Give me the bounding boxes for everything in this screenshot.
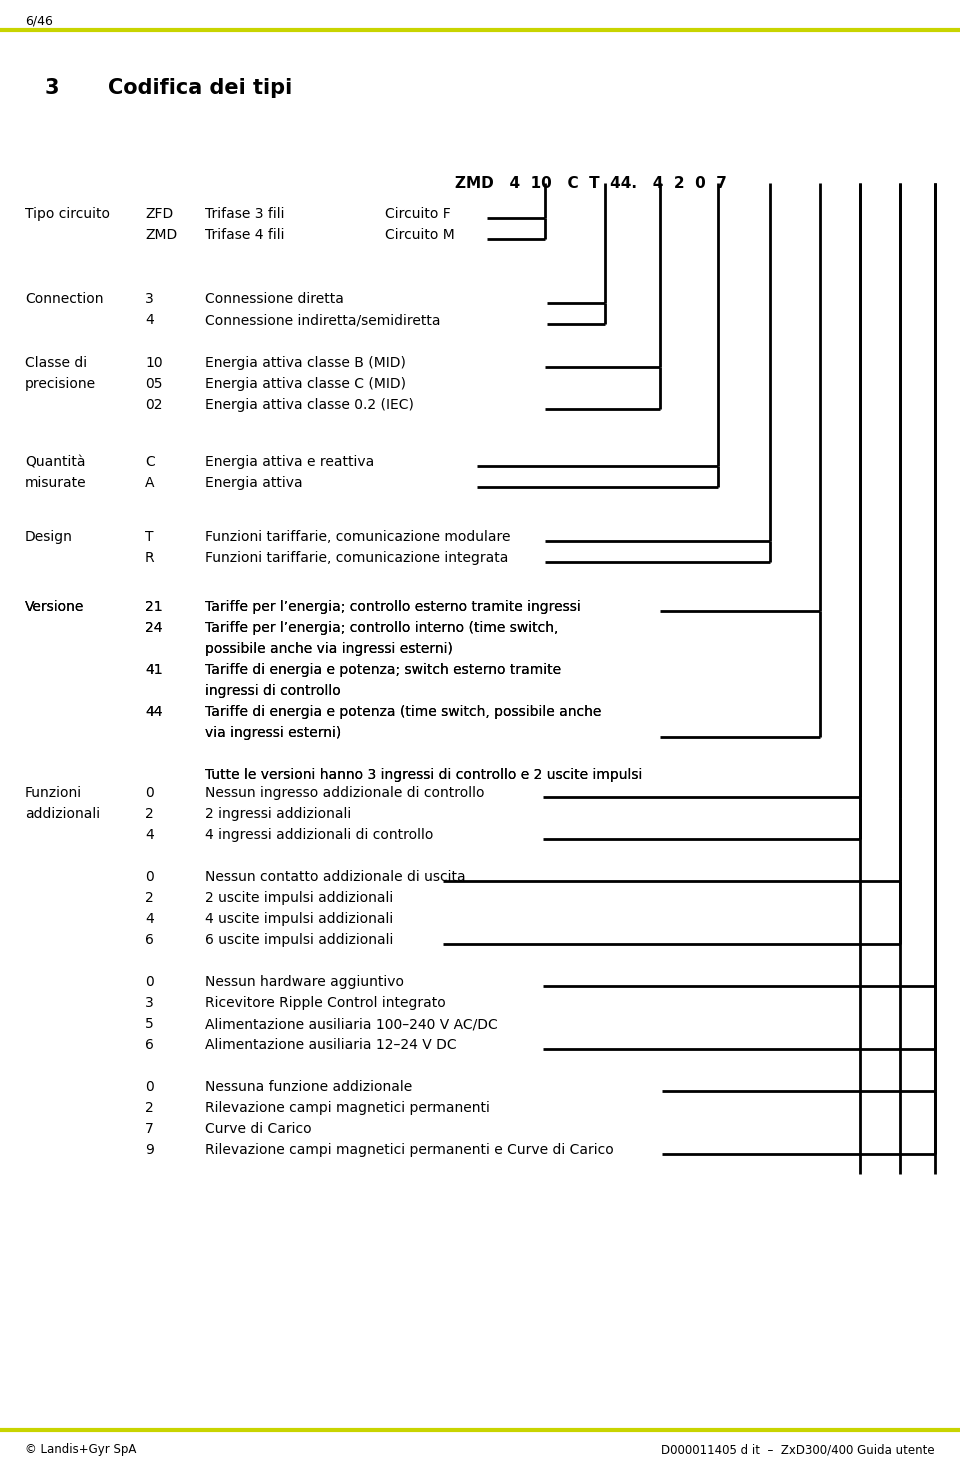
Text: Energia attiva classe C (MID): Energia attiva classe C (MID) [205,378,406,391]
Text: 3: 3 [145,292,154,305]
Text: Tariffe di energia e potenza (time switch, possibile anche: Tariffe di energia e potenza (time switc… [205,705,601,718]
Text: addizionali: addizionali [25,807,100,822]
Text: Circuito F: Circuito F [385,207,451,221]
Text: Trifase 4 fili: Trifase 4 fili [205,229,284,242]
Text: Trifase 3 fili: Trifase 3 fili [205,207,284,221]
Text: © Landis+Gyr SpA: © Landis+Gyr SpA [25,1444,136,1456]
Text: Nessun ingresso addizionale di controllo: Nessun ingresso addizionale di controllo [205,786,485,799]
Text: R: R [145,552,155,565]
Text: Connessione indiretta/semidiretta: Connessione indiretta/semidiretta [205,313,441,327]
Text: Versione: Versione [25,600,84,614]
Text: Tariffe di energia e potenza (time switch, possibile anche: Tariffe di energia e potenza (time switc… [205,705,601,718]
Text: ZFD: ZFD [145,207,173,221]
Text: via ingressi esterni): via ingressi esterni) [205,726,341,740]
Text: ingressi di controllo: ingressi di controllo [205,684,341,698]
Text: ZMD   4  10   C  T  44.   4  2  0  7: ZMD 4 10 C T 44. 4 2 0 7 [455,176,727,190]
Text: 7: 7 [145,1122,154,1136]
Text: T: T [145,530,154,544]
Text: 2 ingressi addizionali: 2 ingressi addizionali [205,807,351,822]
Text: Tariffe di energia e potenza; switch esterno tramite: Tariffe di energia e potenza; switch est… [205,662,562,677]
Text: 24: 24 [145,621,162,636]
Text: Tariffe di energia e potenza; switch esterno tramite: Tariffe di energia e potenza; switch est… [205,662,562,677]
Text: Rilevazione campi magnetici permanenti e Curve di Carico: Rilevazione campi magnetici permanenti e… [205,1143,613,1156]
Text: Curve di Carico: Curve di Carico [205,1122,312,1136]
Text: Funzioni tariffarie, comunicazione modulare: Funzioni tariffarie, comunicazione modul… [205,530,511,544]
Text: Tipo circuito: Tipo circuito [25,207,110,221]
Text: ingressi di controllo: ingressi di controllo [205,684,341,698]
Text: Connessione diretta: Connessione diretta [205,292,344,305]
Text: Nessuna funzione addizionale: Nessuna funzione addizionale [205,1080,412,1094]
Text: 6 uscite impulsi addizionali: 6 uscite impulsi addizionali [205,934,394,947]
Text: 4: 4 [145,912,154,926]
Text: 6: 6 [145,1038,154,1052]
Text: 44: 44 [145,705,162,718]
Text: 44: 44 [145,705,162,718]
Text: Energia attiva classe 0.2 (IEC): Energia attiva classe 0.2 (IEC) [205,398,414,412]
Text: D000011405 d it  –  ZxD300/400 Guida utente: D000011405 d it – ZxD300/400 Guida utent… [661,1444,935,1456]
Text: 21: 21 [145,600,162,614]
Text: Tariffe per l’energia; controllo interno (time switch,: Tariffe per l’energia; controllo interno… [205,621,559,636]
Text: Tutte le versioni hanno 3 ingressi di controllo e 2 uscite impulsi: Tutte le versioni hanno 3 ingressi di co… [205,768,642,782]
Text: 4: 4 [145,827,154,842]
Text: 9: 9 [145,1143,154,1156]
Text: misurate: misurate [25,476,86,490]
Text: Codifica dei tipi: Codifica dei tipi [108,78,292,97]
Text: 2: 2 [145,807,154,822]
Text: Energia attiva classe B (MID): Energia attiva classe B (MID) [205,355,406,370]
Text: Connection: Connection [25,292,104,305]
Text: 0: 0 [145,1080,154,1094]
Text: 21: 21 [145,600,162,614]
Text: 2: 2 [145,891,154,906]
Text: Classe di: Classe di [25,355,87,370]
Text: 5: 5 [145,1016,154,1031]
Text: C: C [145,454,155,469]
Text: 4 ingressi addizionali di controllo: 4 ingressi addizionali di controllo [205,827,433,842]
Text: Tariffe per l’energia; controllo interno (time switch,: Tariffe per l’energia; controllo interno… [205,621,559,636]
Text: Tutte le versioni hanno 3 ingressi di controllo e 2 uscite impulsi: Tutte le versioni hanno 3 ingressi di co… [205,768,642,782]
Text: 0: 0 [145,870,154,884]
Text: 0: 0 [145,786,154,799]
Text: Tariffe per l’energia; controllo esterno tramite ingressi: Tariffe per l’energia; controllo esterno… [205,600,581,614]
Text: Tariffe per l’energia; controllo esterno tramite ingressi: Tariffe per l’energia; controllo esterno… [205,600,581,614]
Text: Quantità: Quantità [25,454,85,469]
Text: 4: 4 [145,313,154,327]
Text: Design: Design [25,530,73,544]
Text: Alimentazione ausiliaria 100–240 V AC/DC: Alimentazione ausiliaria 100–240 V AC/DC [205,1016,497,1031]
Text: Energia attiva e reattiva: Energia attiva e reattiva [205,454,374,469]
Text: Funzioni: Funzioni [25,786,83,799]
Text: Nessun hardware aggiuntivo: Nessun hardware aggiuntivo [205,975,404,990]
Text: 0: 0 [145,975,154,990]
Text: 3: 3 [45,78,60,97]
Text: 02: 02 [145,398,162,412]
Text: precisione: precisione [25,378,96,391]
Text: 4 uscite impulsi addizionali: 4 uscite impulsi addizionali [205,912,394,926]
Text: possibile anche via ingressi esterni): possibile anche via ingressi esterni) [205,642,453,656]
Text: Nessun contatto addizionale di uscita: Nessun contatto addizionale di uscita [205,870,466,884]
Text: 41: 41 [145,662,162,677]
Text: 24: 24 [145,621,162,636]
Text: 41: 41 [145,662,162,677]
Text: Ricevitore Ripple Control integrato: Ricevitore Ripple Control integrato [205,996,445,1010]
Text: Funzioni tariffarie, comunicazione integrata: Funzioni tariffarie, comunicazione integ… [205,552,509,565]
Text: 2 uscite impulsi addizionali: 2 uscite impulsi addizionali [205,891,394,906]
Text: 10: 10 [145,355,162,370]
Text: ZMD: ZMD [145,229,178,242]
Text: 3: 3 [145,996,154,1010]
Text: 6/46: 6/46 [25,13,53,27]
Text: Energia attiva: Energia attiva [205,476,302,490]
Text: A: A [145,476,155,490]
Text: Rilevazione campi magnetici permanenti: Rilevazione campi magnetici permanenti [205,1100,490,1115]
Text: Versione: Versione [25,600,84,614]
Text: Alimentazione ausiliaria 12–24 V DC: Alimentazione ausiliaria 12–24 V DC [205,1038,457,1052]
Text: via ingressi esterni): via ingressi esterni) [205,726,341,740]
Text: Circuito M: Circuito M [385,229,455,242]
Text: 6: 6 [145,934,154,947]
Text: possibile anche via ingressi esterni): possibile anche via ingressi esterni) [205,642,453,656]
Text: 05: 05 [145,378,162,391]
Text: 2: 2 [145,1100,154,1115]
